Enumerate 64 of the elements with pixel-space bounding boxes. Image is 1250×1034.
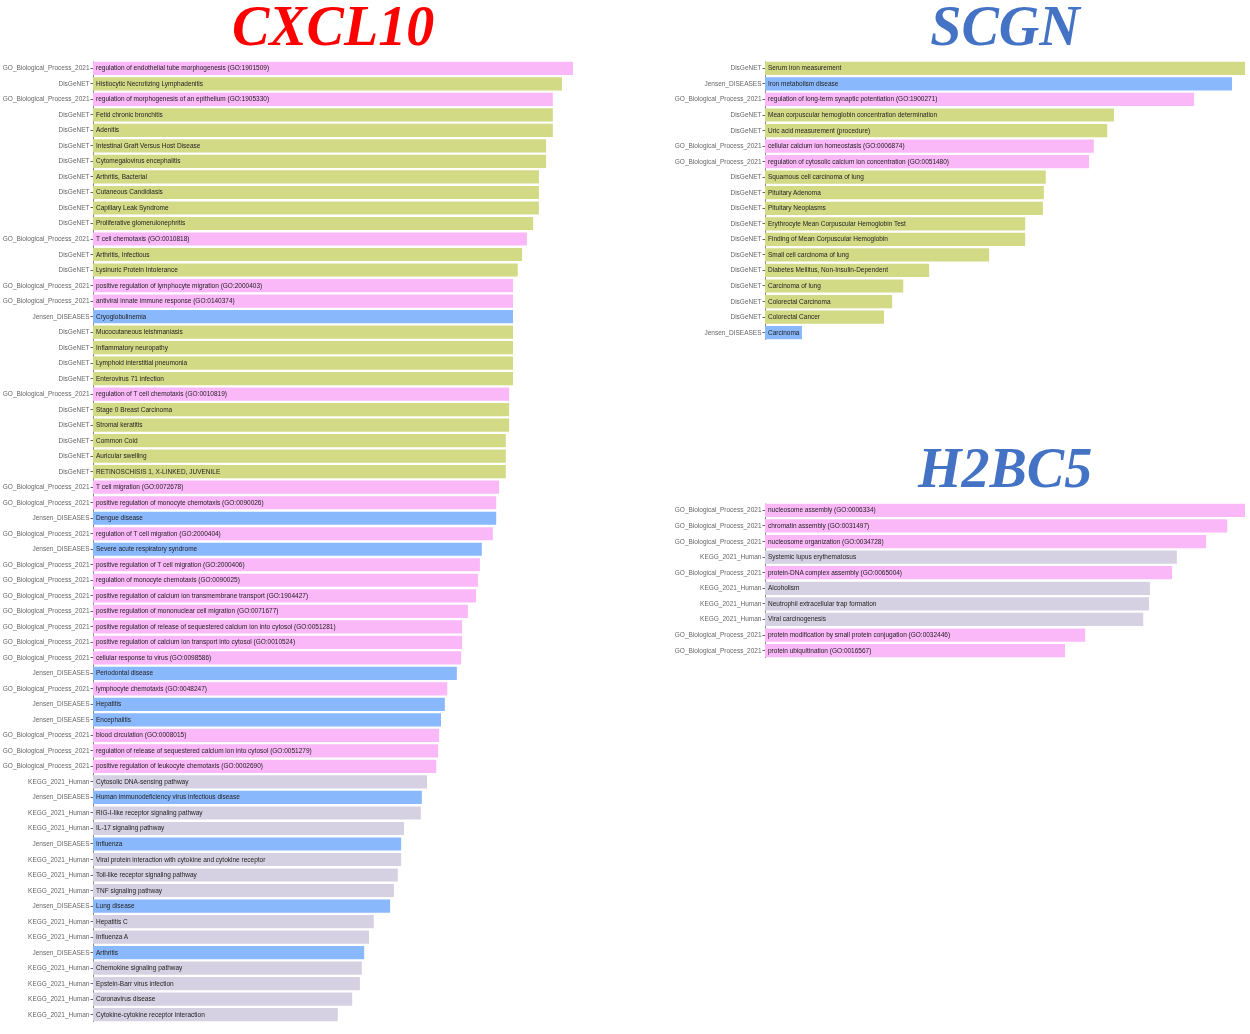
bar [93,713,441,727]
bar [765,61,1245,75]
bar [93,449,506,463]
bar [93,728,440,742]
bar [93,883,394,898]
bar [93,775,428,789]
bar [765,279,904,293]
bar [93,356,513,370]
chart-title: CXCL10 [231,0,435,57]
bar [93,821,405,836]
bar [93,154,547,169]
chart-title: SCGN [930,0,1083,57]
bar [93,511,497,525]
bar [93,325,513,339]
bar [93,341,513,355]
bar [93,868,398,882]
chart-title: H2BC5 [916,437,1093,499]
bar [93,185,539,200]
bar [765,186,1044,200]
bar [765,550,1177,564]
bar [93,201,539,215]
bar [765,248,990,262]
bar [765,519,1228,533]
bar [93,977,360,991]
bar [93,527,493,541]
bar [93,403,510,417]
bar [93,434,506,448]
bar [93,930,369,944]
bar [93,806,421,820]
bar [765,139,1094,153]
bar [93,232,527,246]
bar [93,294,513,308]
bar [93,666,457,680]
bar [93,837,402,851]
bar [93,77,562,91]
bar [765,503,1245,518]
bar [93,372,513,386]
bar [93,418,510,432]
bar [93,216,534,231]
bar [765,597,1149,611]
bar [93,480,500,494]
bar [93,992,353,1006]
bar [93,139,547,153]
bar [765,612,1144,627]
bar [93,899,391,913]
bar [765,123,1108,138]
bar [93,542,482,556]
bar [93,123,553,138]
bar [93,465,506,479]
bar [93,247,523,262]
bar [93,914,374,929]
bar [93,263,518,277]
bar [93,108,553,122]
bar [765,108,1114,122]
bar [765,581,1150,595]
bar [765,77,1233,91]
bar [93,651,462,665]
bar [765,310,885,324]
bar [93,697,445,711]
bar [93,170,539,184]
bar [93,945,365,960]
bar [765,201,1043,215]
bar [765,534,1207,549]
bar [93,309,513,324]
